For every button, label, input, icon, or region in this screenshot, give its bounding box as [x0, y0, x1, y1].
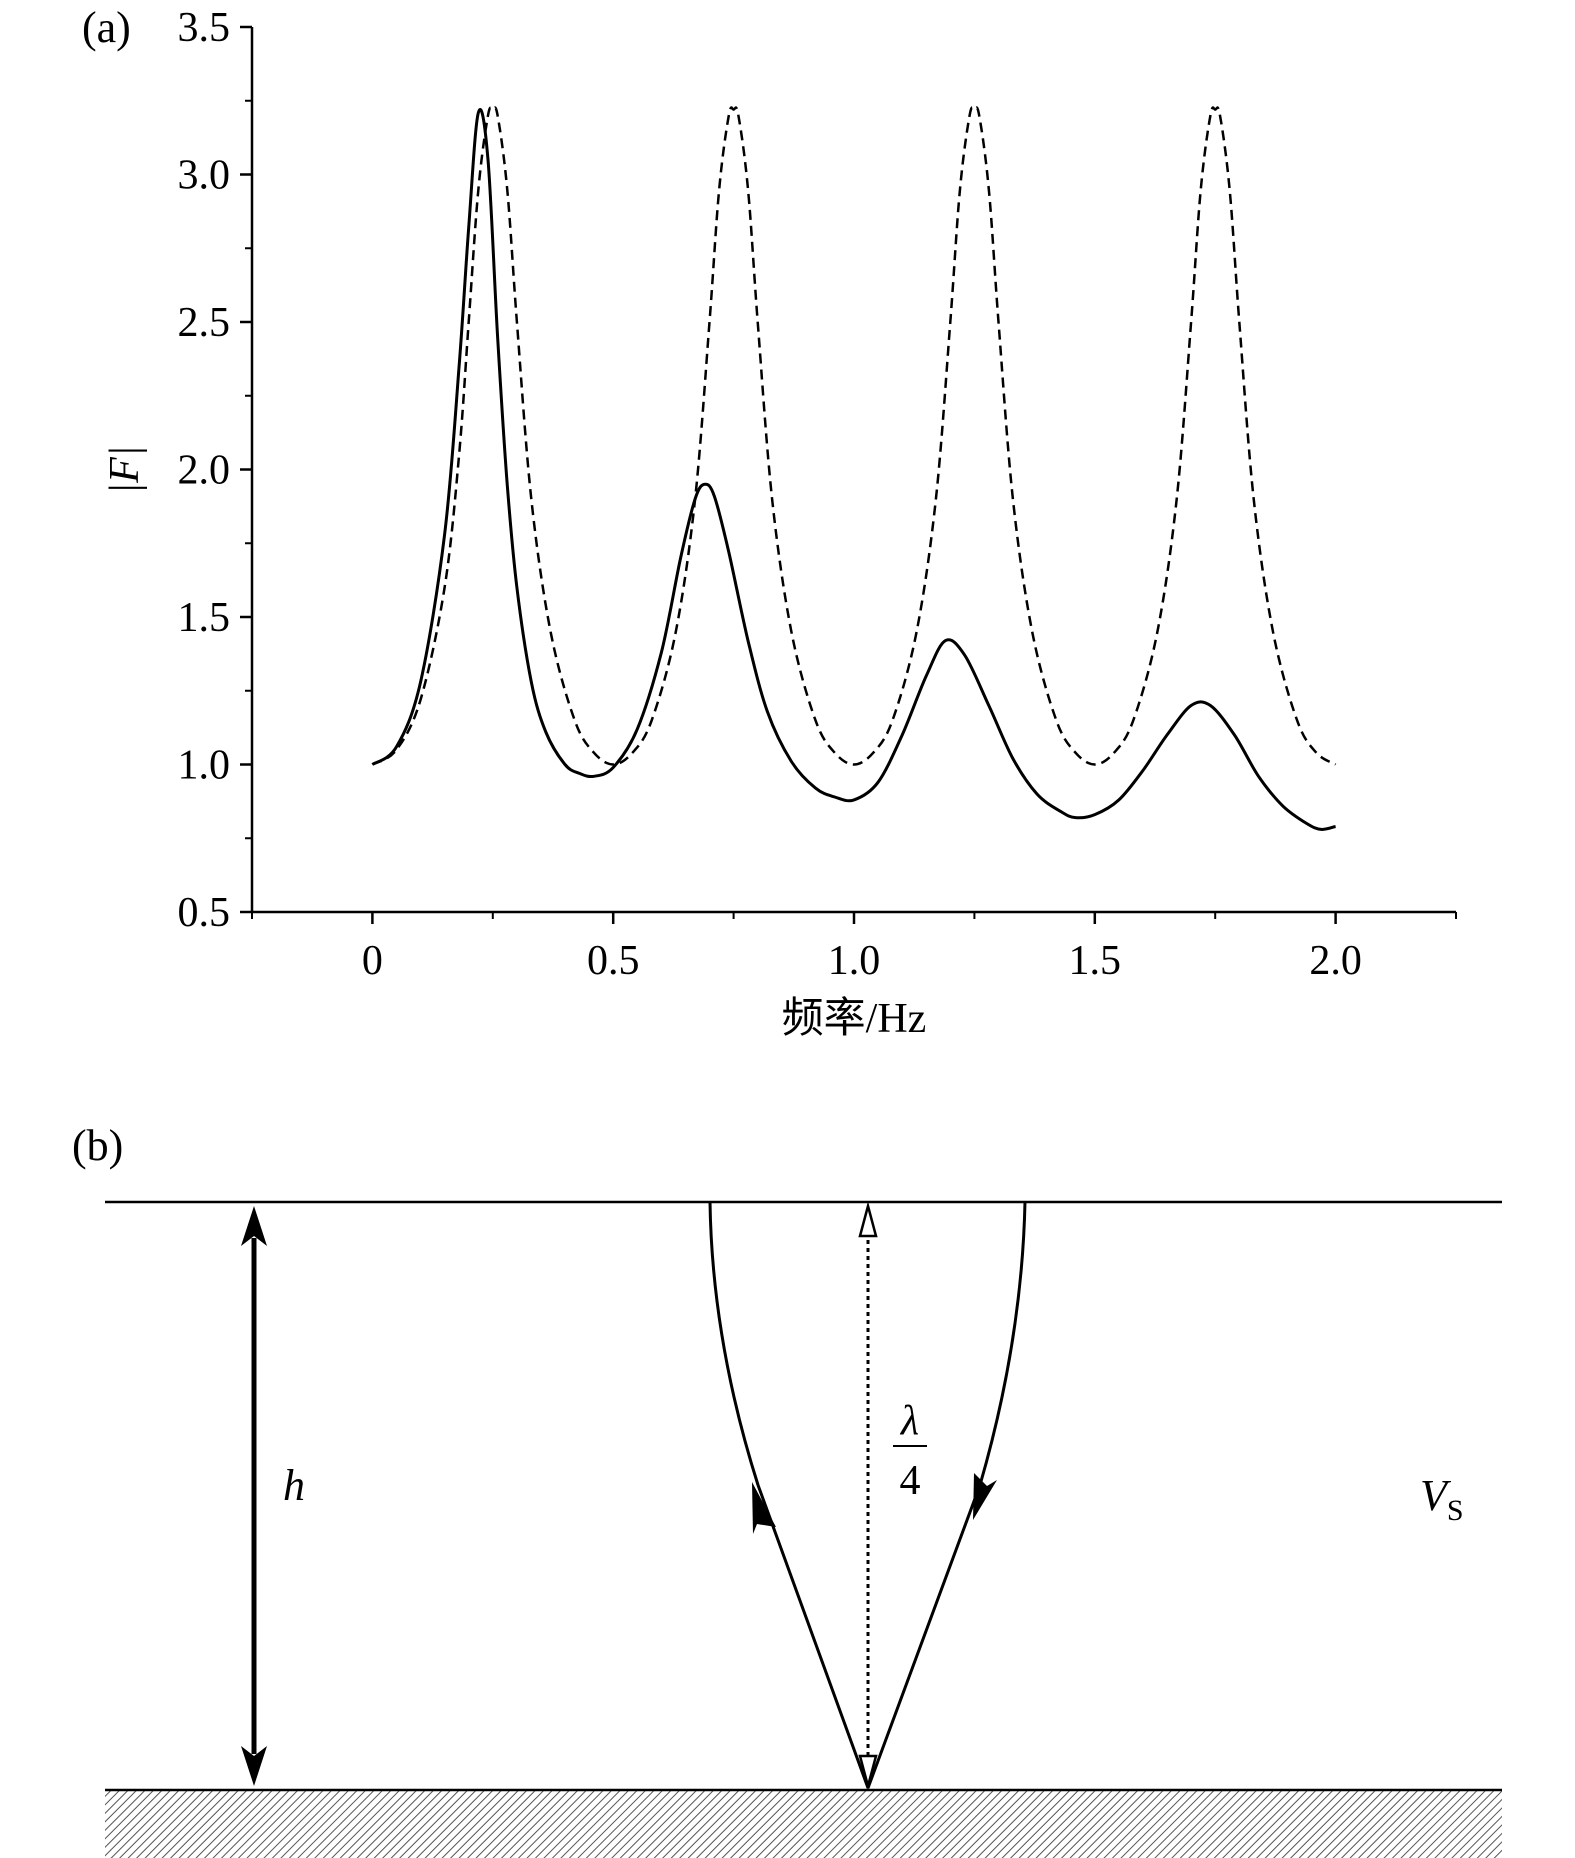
upgoing-ray-arrow-icon: [752, 1482, 776, 1534]
panel-label-b: (b): [72, 1121, 123, 1170]
x-tick-label: 0.5: [587, 938, 640, 984]
x-tick-label: 2.0: [1309, 938, 1362, 984]
y-tick-label: 2.0: [178, 448, 231, 494]
wavelength-arrow-head-up: [858, 1201, 878, 1238]
y-tick-label: 1.5: [178, 595, 231, 641]
series-line-solid: [371, 108, 1336, 831]
y-tick-label: 0.5: [178, 890, 231, 936]
wavelength-numerator: λ: [899, 1398, 919, 1444]
wavelength-arrow-head-down: [858, 1754, 878, 1791]
thickness-arrow-head-up: [241, 1206, 267, 1246]
thickness-label: h: [283, 1461, 305, 1510]
upgoing-ray-path: [708, 1201, 870, 1789]
downgoing-ray-arrow-icon: [973, 1473, 997, 1520]
y-axis-title: |F|: [102, 446, 148, 495]
x-tick-label: 1.0: [828, 938, 881, 984]
velocity-subscript: S: [1447, 1494, 1464, 1527]
y-tick-label: 3.5: [178, 5, 231, 51]
panel-label-a: (a): [82, 3, 131, 52]
y-tick-label: 2.5: [178, 300, 231, 346]
series-line-dashed: [371, 106, 1337, 766]
y-tick-label: 3.0: [178, 153, 231, 199]
velocity-label: VS: [1420, 1471, 1464, 1527]
diagram-panel-b: (b) h λ 4 VS: [72, 1121, 1502, 1858]
wavelength-denominator: 4: [900, 1458, 921, 1504]
x-tick-label: 0: [362, 938, 383, 984]
downgoing-ray-path: [866, 1201, 1027, 1789]
velocity-symbol: V: [1420, 1471, 1452, 1520]
thickness-arrow-head-down: [241, 1746, 267, 1786]
bedrock-hatch: [105, 1790, 1502, 1858]
y-tick-label: 1.0: [178, 743, 231, 789]
y-ticks: 0.5 1.0 1.5 2.0 2.5 3.0 3.5: [178, 5, 252, 936]
x-axis-title: 频率/Hz: [782, 995, 927, 1042]
chart-panel-a: (a) 0.51.01.52.02.53.03.5 0 0.5 1.0 1.5 2.0 …: [82, 3, 1457, 1042]
x-ticks: 0 0.5 1.0 1.5 2.0: [251, 912, 1457, 984]
x-tick-label: 1.5: [1069, 938, 1122, 984]
